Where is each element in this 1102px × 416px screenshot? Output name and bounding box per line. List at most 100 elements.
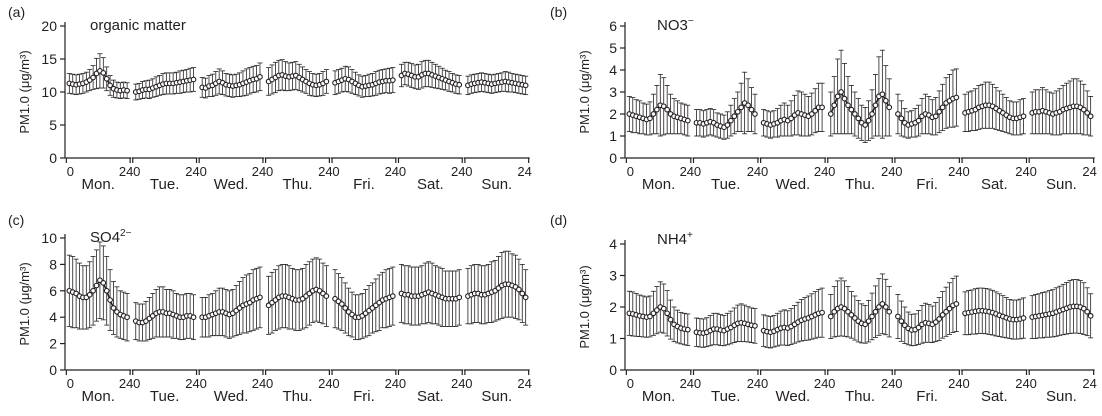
data-point [519, 290, 526, 297]
x-tick-label: 0 [332, 376, 339, 391]
data-point [936, 316, 943, 322]
y-tick-label: 0 [49, 362, 57, 378]
x-tick-label: 0 [761, 376, 768, 391]
data-point [872, 308, 879, 315]
data-point [788, 115, 794, 122]
x-tick-label: 24 [185, 164, 199, 179]
series-sun [465, 71, 529, 96]
x-tick-label: 0 [962, 376, 969, 391]
day-label: Sun. [1046, 176, 1077, 193]
data-point [808, 111, 815, 117]
data-point [456, 81, 463, 88]
x-tick-label: 24 [451, 164, 465, 179]
series-mon [626, 281, 691, 346]
day-label: Tue. [150, 388, 179, 405]
x-tick-label: 24 [747, 376, 761, 391]
data-point [943, 308, 949, 315]
x-tick-label: 0 [828, 164, 835, 179]
data-point [103, 75, 110, 82]
day-label: Tue. [711, 176, 740, 193]
data-point [731, 113, 738, 120]
series-wed [760, 82, 825, 139]
data-point [886, 308, 893, 315]
series-fri [895, 275, 960, 347]
day-label: Sun. [481, 388, 512, 405]
data-point [107, 297, 113, 303]
day-label: Thu. [282, 176, 312, 193]
data-point [831, 102, 838, 109]
data-point [834, 93, 841, 100]
data-point [103, 287, 110, 294]
series-wed [199, 266, 263, 339]
day-label: Sun. [481, 176, 512, 193]
day-label: Thu. [845, 388, 875, 405]
data-point [647, 313, 653, 320]
x-tick-label: 24 [1015, 164, 1029, 179]
data-point [654, 106, 660, 113]
y-tick-label: 6 [609, 18, 617, 34]
x-tick-label: 24 [881, 376, 895, 391]
x-tick-label: 24 [119, 376, 133, 391]
day-label: Wed. [214, 388, 249, 405]
data-point [879, 91, 886, 98]
x-tick-label: 24 [185, 376, 199, 391]
data-point [862, 122, 869, 128]
x-tick-label: 24 [747, 164, 761, 179]
panel-label: (a) [8, 4, 25, 20]
day-label: Sat. [981, 388, 1008, 405]
day-label: Fri. [353, 388, 375, 405]
x-tick-label: 24 [318, 164, 332, 179]
data-point [1020, 113, 1027, 120]
series-wed [199, 62, 263, 99]
data-point [1084, 308, 1091, 315]
day-label: Tue. [711, 388, 740, 405]
data-point [124, 87, 130, 94]
x-tick-label: 0 [332, 164, 339, 179]
x-tick-label: 0 [895, 164, 902, 179]
data-point [915, 324, 922, 331]
x-tick-label: 24 [252, 164, 266, 179]
y-tick-label: 2 [609, 299, 617, 315]
panel-label: (d) [550, 212, 567, 228]
day-label: Wed. [775, 176, 810, 193]
series-fri [332, 266, 396, 341]
day-label: Fri. [916, 388, 938, 405]
series-tue [693, 71, 758, 140]
x-tick-label: 0 [694, 164, 701, 179]
x-tick-label: 24 [252, 376, 266, 391]
data-point [895, 111, 901, 117]
y-tick-label: 2 [609, 106, 617, 122]
series-sat [398, 261, 463, 327]
day-label: Thu. [282, 388, 312, 405]
y-tick-label: 3 [609, 268, 617, 284]
data-point [851, 315, 858, 321]
series-thu [827, 49, 893, 144]
x-tick-label: 0 [1030, 376, 1037, 391]
y-tick-label: 6 [49, 283, 57, 299]
y-tick-label: 10 [41, 230, 57, 246]
x-tick-label: 24 [119, 164, 133, 179]
series-sun [1029, 78, 1094, 137]
data-point [667, 316, 674, 323]
data-point [869, 313, 875, 320]
x-tick-label: 24 [451, 376, 465, 391]
data-point [862, 321, 869, 328]
data-point [851, 111, 858, 117]
series-mon [66, 241, 130, 342]
data-point [1087, 113, 1094, 120]
data-point [338, 301, 345, 307]
day-label: Wed. [214, 176, 249, 193]
day-label: Tue. [150, 176, 179, 193]
data-point [389, 293, 396, 299]
panel-title: SO42− [90, 228, 132, 246]
data-point [939, 104, 946, 111]
data-point [107, 82, 113, 89]
series-tue [132, 286, 197, 342]
data-point [257, 294, 263, 301]
x-tick-label: 24 [814, 376, 828, 391]
x-tick-label: 0 [399, 376, 406, 391]
data-point [728, 117, 734, 124]
data-point [86, 291, 93, 298]
